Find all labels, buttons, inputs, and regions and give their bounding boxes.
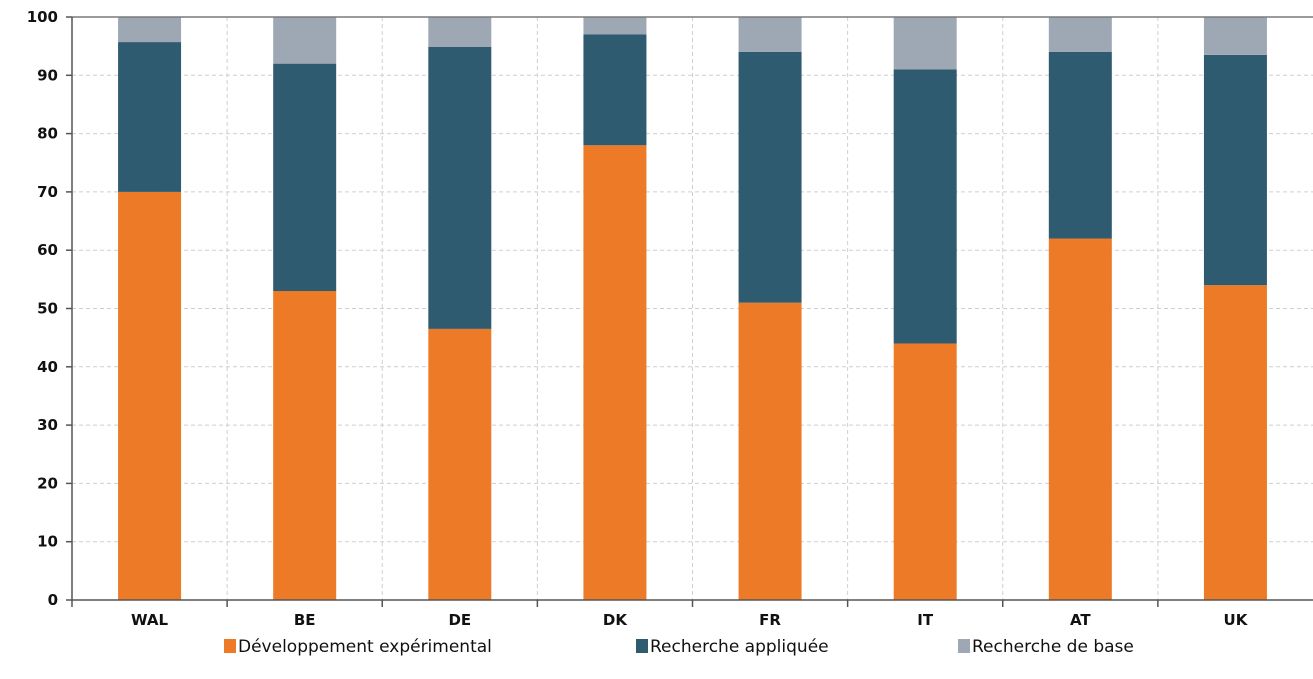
bar-segment [273,17,337,64]
legend-item: Développement expérimental [224,637,492,657]
y-tick-label: 20 [37,474,58,492]
legend-item: Recherche appliquée [636,637,829,657]
x-tick-label: DK [603,611,628,629]
bar-segment [583,17,647,35]
x-tick-label: AT [1070,611,1091,629]
bar-segment [428,17,492,47]
x-tick-label: DE [448,611,471,629]
legend-swatch [224,639,236,653]
y-tick-label: 60 [37,241,58,259]
x-tick-label: FR [759,611,781,629]
bar-segment [738,17,802,52]
bar-segment [273,291,337,600]
y-tick-label: 10 [37,533,58,551]
x-tick-label: UK [1224,611,1249,629]
x-tick-label: IT [917,611,934,629]
legend: Développement expérimental Recherche appl… [224,637,1134,657]
y-tick-label: 80 [37,125,58,143]
y-tick-label: 90 [37,66,58,84]
axes: 0 10 20 30 40 50 60 70 80 90 100 WAL BE DE DK FR IT AT UK [27,8,1313,629]
bar-segment [893,343,957,600]
x-tick-label: WAL [131,611,168,629]
y-tick-label: 70 [37,183,58,201]
bar-segment [1203,285,1267,600]
bar-segment [1203,17,1267,55]
y-tick-label: 40 [37,358,58,376]
bar-segment [118,17,182,43]
bar-segment [893,69,957,344]
legend-label: Recherche de base [972,637,1134,657]
bar-segment [118,42,182,192]
legend-swatch [958,639,970,653]
bar-segment [273,63,337,292]
x-tick-label: BE [294,611,316,629]
legend-label: Recherche appliquée [650,637,829,657]
bar-segment [893,17,957,70]
bar-segment [428,46,492,329]
bar-segment [1203,54,1267,286]
bar-segment [118,191,182,600]
bar-segment [738,302,802,600]
bar-segment [1048,238,1112,601]
y-tick-label: 100 [27,8,58,26]
legend-item: Recherche de base [958,637,1134,657]
y-tick-label: 0 [48,591,58,609]
grid [72,17,1313,600]
bar-segment [1048,51,1112,239]
bars [118,17,1267,601]
y-tick-label: 30 [37,416,58,434]
legend-swatch [636,639,648,653]
bar-segment [738,51,802,303]
bar-segment [583,145,647,600]
bar-segment [428,328,492,600]
bar-segment [1048,17,1112,52]
y-tick-label: 50 [37,300,58,318]
bar-segment [583,34,647,146]
legend-label: Développement expérimental [238,637,492,657]
